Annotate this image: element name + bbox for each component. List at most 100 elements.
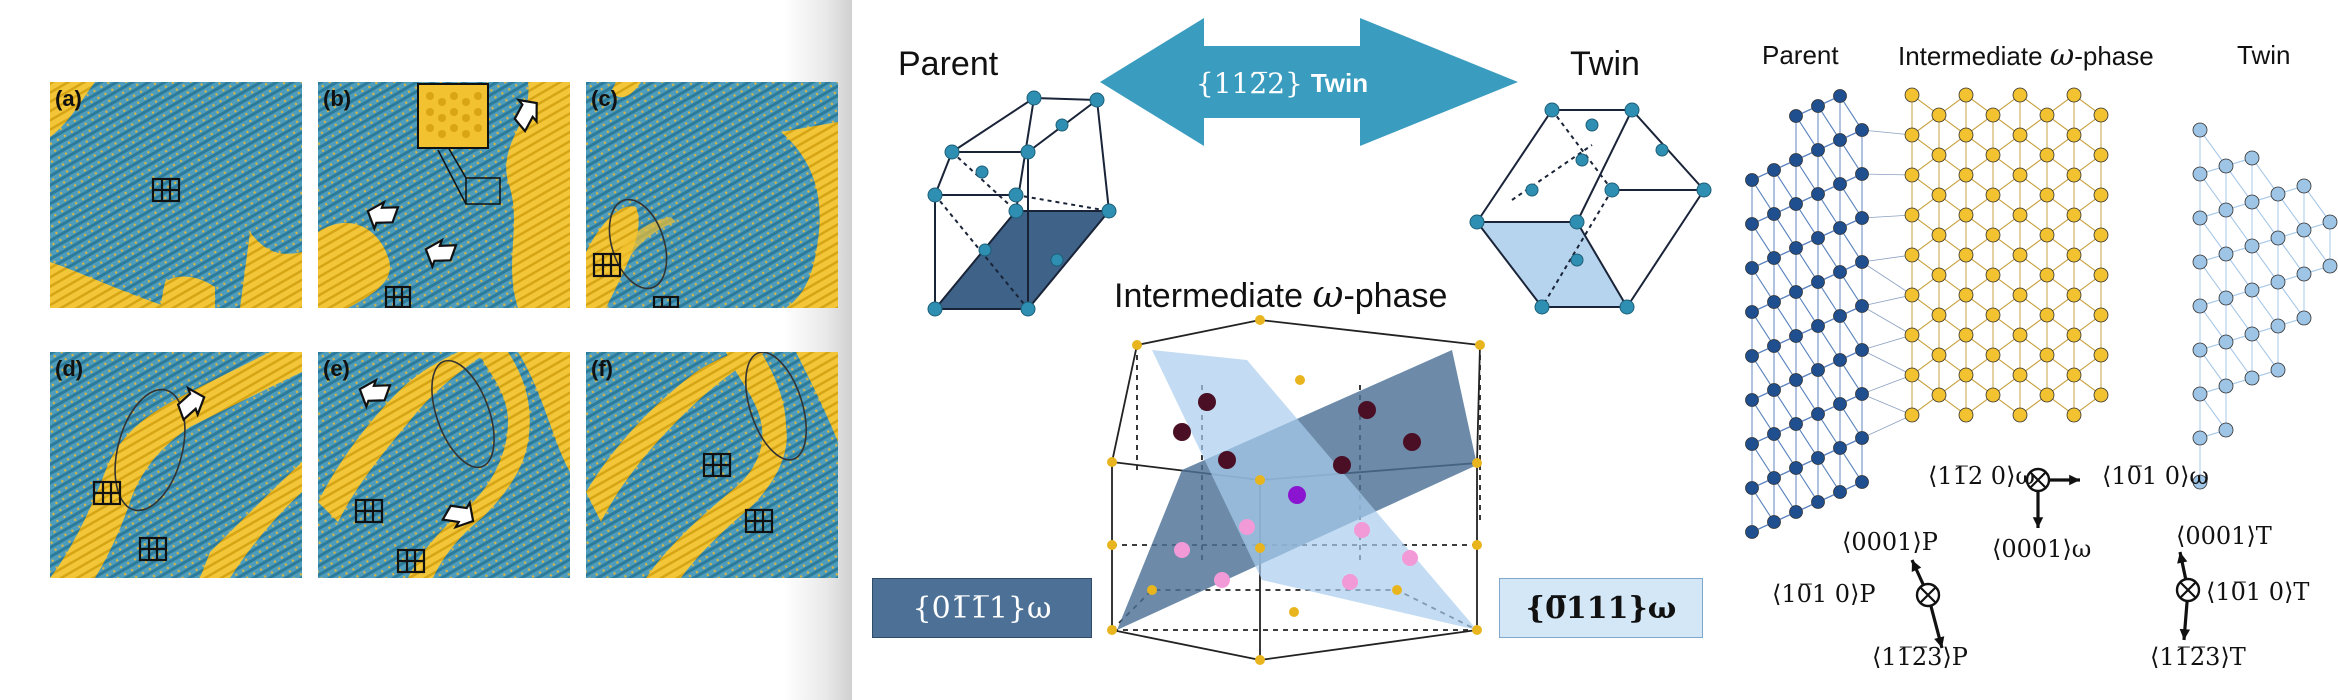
omega-atom <box>2066 287 2082 303</box>
parent-atom <box>1833 221 1847 235</box>
omega-atom <box>1931 107 1947 123</box>
omega-atom <box>1958 367 1974 383</box>
omega-atom <box>2093 187 2109 203</box>
twin-arrow-math-suffix: 2} <box>1267 66 1303 100</box>
omega-atom <box>1958 247 1974 263</box>
omega-atom <box>1958 167 1974 183</box>
twin-arrow-word: Twin <box>1310 67 1369 98</box>
omega-atom <box>2012 367 2028 383</box>
parent-atom <box>1811 275 1825 289</box>
twin-atom <box>2270 186 2286 202</box>
twin-atom <box>2244 370 2260 386</box>
omega-atom <box>2039 347 2055 363</box>
parent-atom <box>1833 485 1847 499</box>
snapshot-e: (e) <box>318 352 570 578</box>
omega-phase-title: Intermediate ω-phase <box>1114 272 1447 316</box>
omega-plane-right <box>1152 350 1477 630</box>
parent-atom <box>1855 343 1869 357</box>
parent-atom <box>1745 349 1759 363</box>
parent-atom <box>1789 153 1803 167</box>
twin-marker-icon <box>354 498 426 574</box>
omega-atom <box>1931 347 1947 363</box>
twin-atom <box>2244 194 2260 210</box>
omega-atom <box>2039 387 2055 403</box>
snapshot-c-image <box>586 82 838 308</box>
parent-atom <box>1855 167 1869 181</box>
plane-label-left-text: {01̅1̅1}ω <box>912 590 1052 626</box>
omega-atom <box>2066 407 2082 423</box>
twin-marker-icon <box>592 252 680 308</box>
lattice-label-intermediate-suffix: -phase <box>2074 41 2154 71</box>
snapshot-e-image <box>318 352 570 578</box>
twin-atom <box>2270 318 2286 334</box>
twin-marker-icon <box>702 452 774 534</box>
twin-atom <box>2244 150 2260 166</box>
parent-atom <box>1855 475 1869 489</box>
omega-atom <box>2066 247 2082 263</box>
omega-atom <box>1985 307 2001 323</box>
plane-label-right: {0̅111}ω <box>1499 578 1703 638</box>
twin-atom <box>2192 474 2208 490</box>
omega-atom <box>2012 287 2028 303</box>
parent-atom <box>1789 373 1803 387</box>
dir-parent-down: ⟨11̅2̅3⟩P <box>1872 643 1968 671</box>
dir-parent-up: ⟨0001⟩P <box>1842 528 1938 556</box>
omega-atom <box>2012 247 2028 263</box>
twin-atom <box>2296 266 2312 282</box>
snapshot-b: (b) <box>318 82 570 308</box>
parent-atom <box>1789 197 1803 211</box>
parent-atom <box>1855 255 1869 269</box>
omega-atom <box>1931 147 1947 163</box>
parent-atom <box>1811 99 1825 113</box>
twin-atom <box>2244 326 2260 342</box>
dir-omega-vertical: ⟨0001⟩ω <box>1992 535 2092 563</box>
simulation-snapshots-panel: (a) (b) <box>0 0 852 700</box>
parent-atom <box>1811 187 1825 201</box>
parent-atom <box>1833 441 1847 455</box>
parent-atom <box>1745 393 1759 407</box>
lattice-diagram <box>1745 87 2338 649</box>
omega-atom <box>1904 327 1920 343</box>
omega-title-suffix: -phase <box>1343 277 1448 315</box>
omega-atom <box>1958 127 1974 143</box>
lattice-label-omega: ω <box>2049 38 2075 73</box>
twin-atom <box>2296 222 2312 238</box>
omega-atom <box>1931 187 1947 203</box>
omega-atom <box>2039 267 2055 283</box>
omega-atom <box>2012 327 2028 343</box>
parent-atom <box>1745 525 1759 539</box>
twin-atom <box>2192 254 2208 270</box>
omega-atoms <box>1107 315 1485 665</box>
omega-atom <box>1904 127 1920 143</box>
parent-label: Parent <box>898 45 999 83</box>
parent-atoms <box>927 90 1117 317</box>
arrow-icon <box>176 385 206 422</box>
twin-atom <box>2192 386 2208 402</box>
parent-atom <box>1767 251 1781 265</box>
omega-atom <box>1958 287 1974 303</box>
twin-atom <box>2192 122 2208 138</box>
lattice-transition-panel: Parent Intermediate ω-phase Twin ⟨11̅2 0… <box>1732 0 2338 700</box>
parent-atom <box>1789 417 1803 431</box>
parent-atom <box>1789 241 1803 255</box>
omega-atom <box>1958 327 1974 343</box>
omega-atom <box>1958 207 1974 223</box>
twin-atom <box>2218 246 2234 262</box>
parent-atom <box>1789 461 1803 475</box>
omega-atom <box>2093 227 2109 243</box>
omega-atom <box>2093 267 2109 283</box>
parent-atom <box>1767 339 1781 353</box>
omega-atom <box>2039 187 2055 203</box>
lattice-label-intermediate-prefix: Intermediate <box>1898 41 2050 71</box>
omega-atom <box>2012 127 2028 143</box>
twin-marker-icon <box>92 480 168 562</box>
snapshot-f: (f) <box>586 352 838 578</box>
parent-atom <box>1789 329 1803 343</box>
panel-label-f: (f) <box>591 356 613 381</box>
dir-twin-up: ⟨0001⟩T <box>2176 522 2272 550</box>
twin-atom <box>2270 362 2286 378</box>
twin-atom <box>2270 274 2286 290</box>
parent-atom <box>1745 261 1759 275</box>
parent-atom <box>1811 319 1825 333</box>
parent-atom <box>1833 353 1847 367</box>
